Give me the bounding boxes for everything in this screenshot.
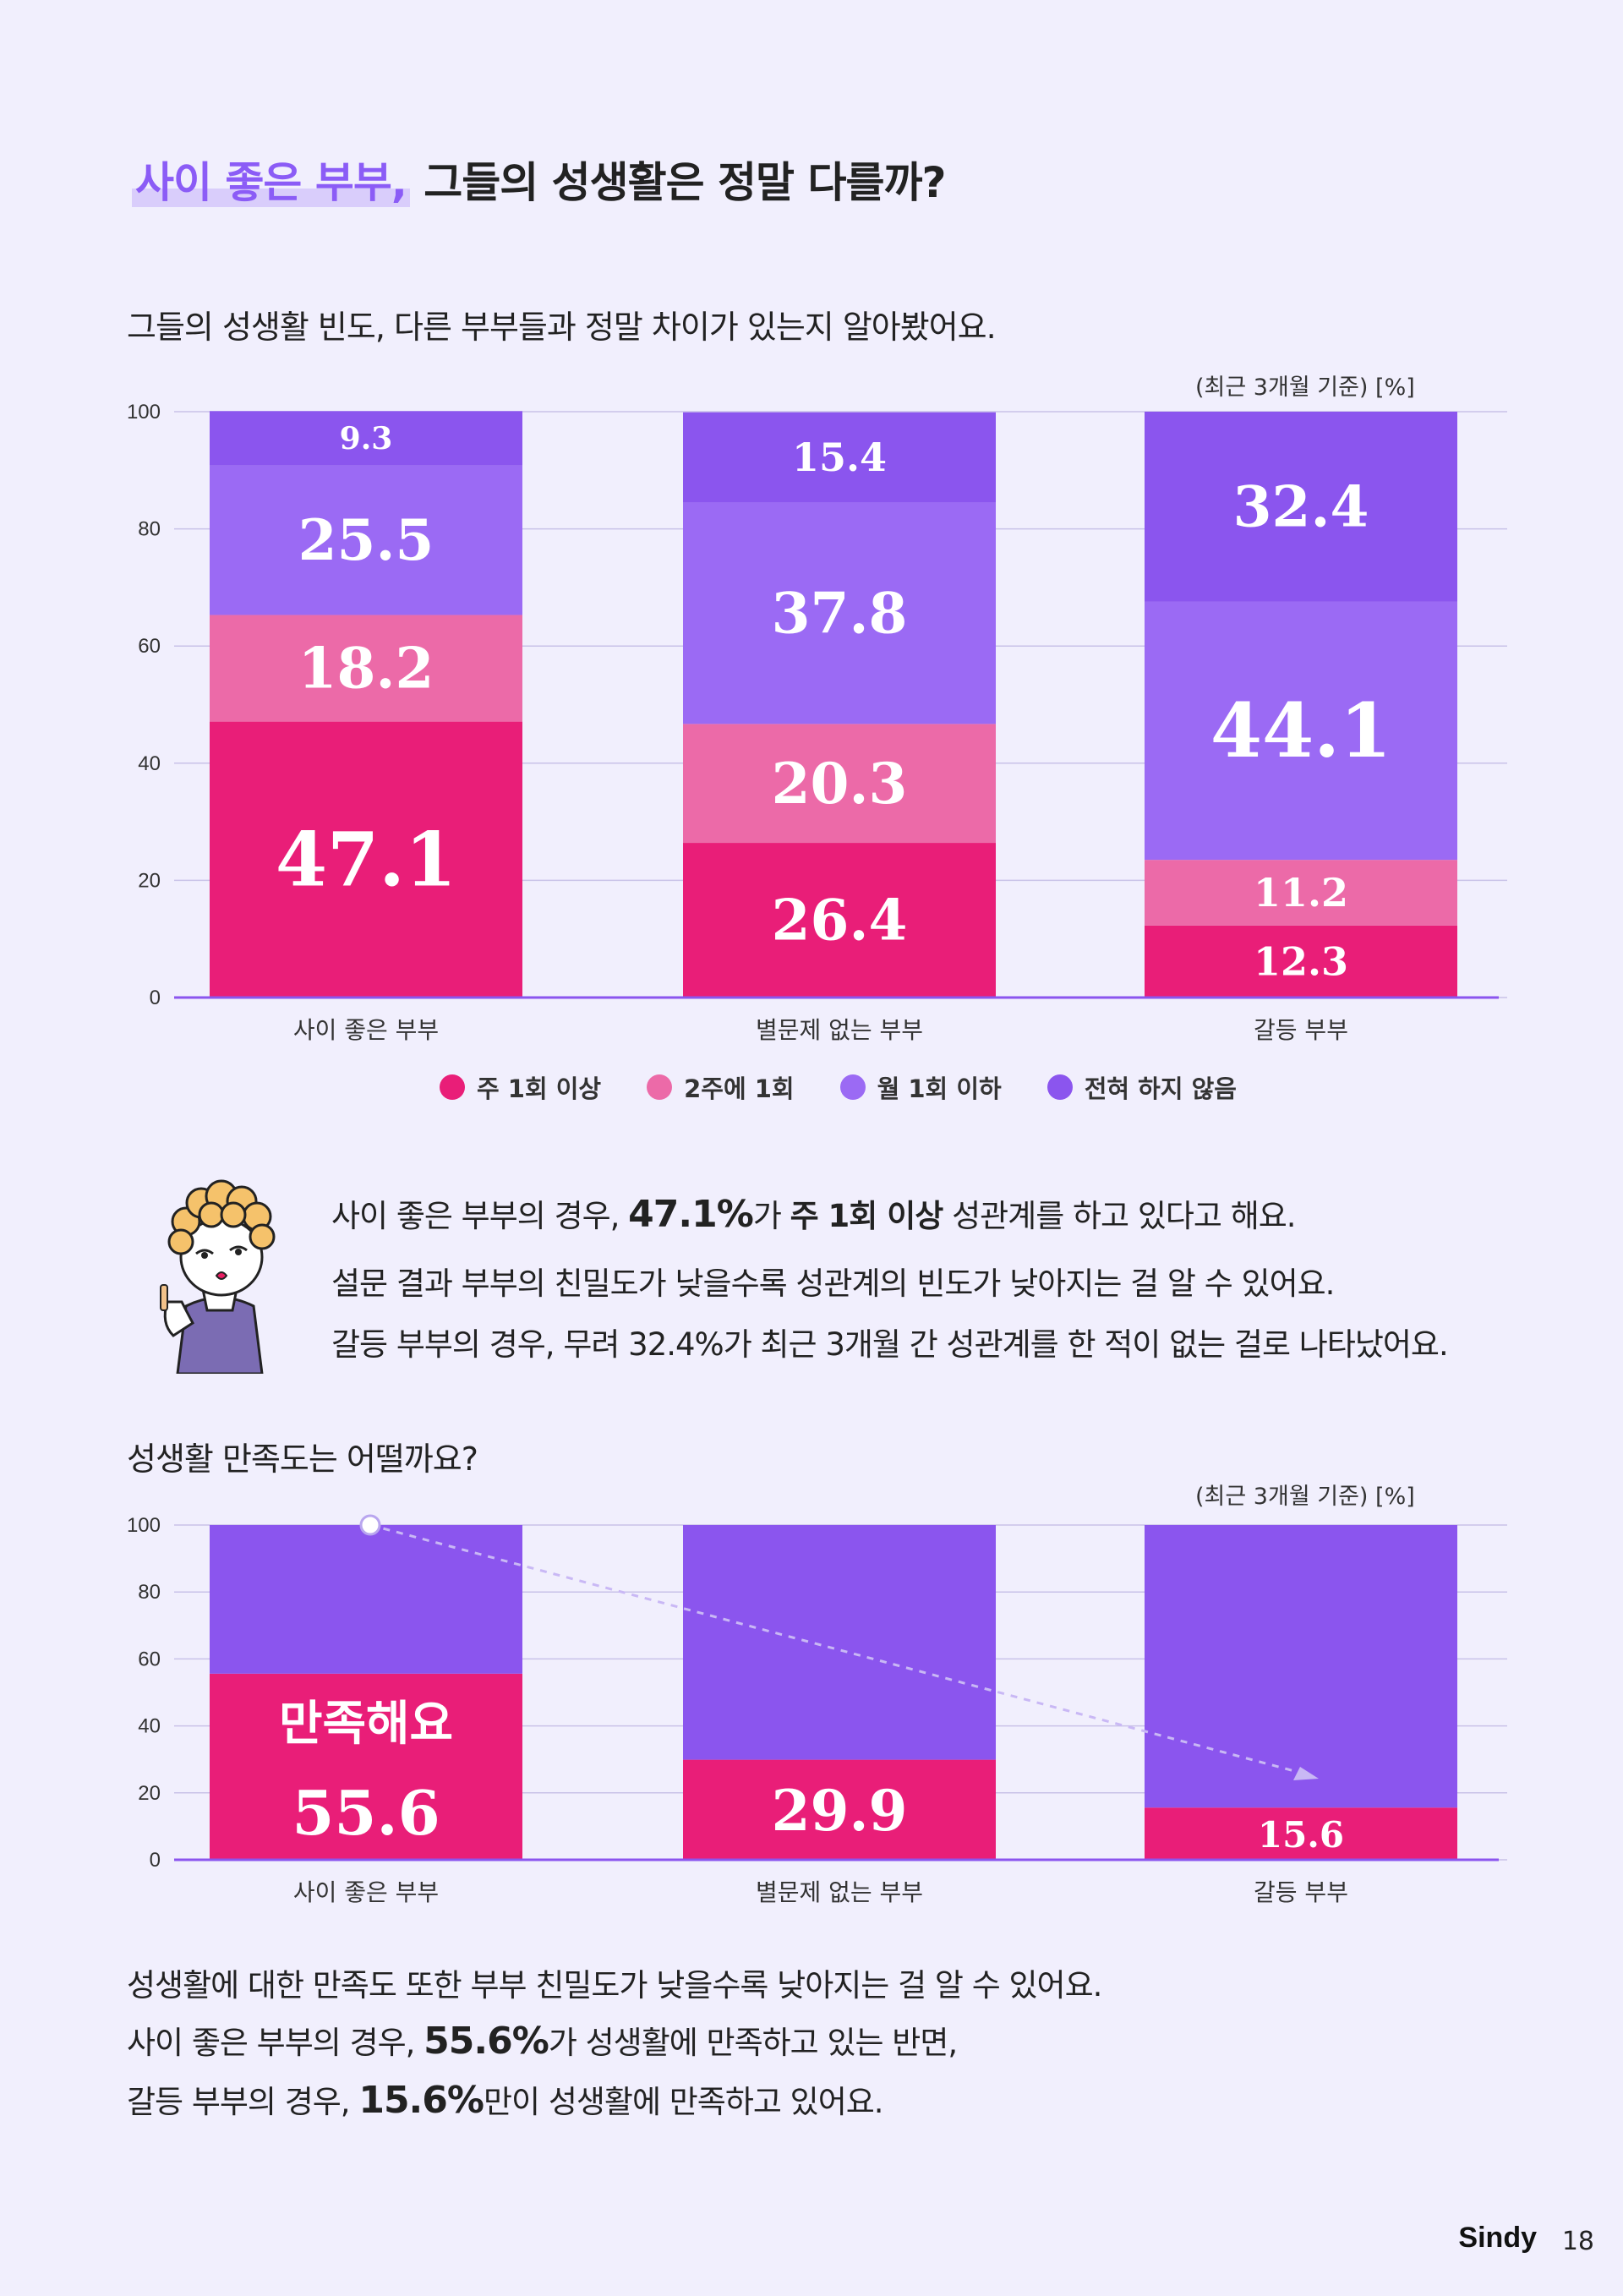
y-tick-label: 20 <box>138 869 161 892</box>
legend-item-monthly: 월 1회 이하 <box>839 1069 1002 1105</box>
bar-segment <box>683 502 996 724</box>
bottom-line-3-b: 15.6% <box>358 2079 484 2122</box>
bar-segment <box>683 843 996 998</box>
bar-value-label: 20.3 <box>772 751 908 817</box>
y-tick-label: 60 <box>138 635 161 658</box>
y-tick-label: 0 <box>150 987 161 1009</box>
trend-arrow-head <box>1293 1767 1319 1780</box>
x-category-label: 별문제 없는 부부 <box>756 1878 923 1906</box>
character-illustration <box>160 1179 276 1374</box>
y-tick-label: 20 <box>138 1782 161 1805</box>
bottom-line-2-b: 55.6% <box>424 2020 549 2063</box>
x-category-label: 사이 좋은 부부 <box>293 1878 439 1906</box>
x-category-label: 갈등 부부 <box>1254 1878 1348 1906</box>
bottom-line-3-a: 갈등 부부의 경우, <box>127 2084 359 2120</box>
satisfied-annotation: 만족해요 <box>279 1697 453 1752</box>
desc-line-1-d: 주 1회 이상 <box>790 1198 944 1234</box>
bottom-line-3-c: 만이 성생활에 만족하고 있어요. <box>483 2084 884 2120</box>
x-category-label: 사이 좋은 부부 <box>293 1016 439 1044</box>
bar-value-label: 44.1 <box>1210 686 1391 774</box>
y-tick-label: 80 <box>138 1581 161 1604</box>
bar-value-label: 25.5 <box>298 507 434 573</box>
satisfaction-stacked-bar-chart: 0 20 40 60 80 100 55.6 사이 좋은 부부 29.9 별문제 없는 부부 15.… <box>127 1514 1507 1906</box>
legend-dot-weekly <box>440 1074 465 1100</box>
bar-value-label: 18.2 <box>298 636 434 702</box>
desc-line-1-c: 가 <box>752 1198 790 1234</box>
bottom-line-2-a: 사이 좋은 부부의 경우, <box>127 2025 424 2061</box>
bar-value-label: 15.4 <box>792 435 887 480</box>
desc-line-1: 사이 좋은 부부의 경우, 47.1%가 주 1회 이상 성관계를 하고 있다고… <box>331 1190 1297 1236</box>
bar-segment <box>683 1759 996 1860</box>
trend-start-marker <box>359 1514 381 1536</box>
chart1-subtitle: 그들의 성생활 빈도, 다른 부부들과 정말 차이가 있는지 알아봤어요. <box>127 309 997 346</box>
y-tick-label: 40 <box>138 1715 161 1738</box>
brand-logo: Sindy <box>1458 2222 1537 2254</box>
legend-dot-never <box>1046 1074 1073 1100</box>
desc-line-3: 갈등 부부의 경우, 무려 32.4%가 최근 3개월 간 성관계를 한 적이 … <box>331 1326 1449 1363</box>
y-tick-label: 40 <box>138 752 161 775</box>
bar-value-label: 37.8 <box>772 580 908 646</box>
bar-segment <box>683 724 996 844</box>
bar-segment <box>1145 860 1457 926</box>
desc-line-2: 설문 결과 부부의 친밀도가 낮을수록 성관계의 빈도가 낮아지는 걸 알 수 … <box>331 1266 1335 1302</box>
y-tick-label: 100 <box>127 1514 161 1537</box>
desc-line-1-b: 47.1% <box>628 1193 754 1236</box>
bar-segment <box>210 1673 522 1860</box>
bottom-line-1: 성생활에 대한 만족도 또한 부부 친밀도가 낮을수록 낮아지는 걸 알 수 있… <box>127 1967 1102 2004</box>
title-rest: 그들의 성생활은 정말 다를까? <box>409 158 946 207</box>
bar-segment <box>210 465 522 615</box>
desc-line-1-a: 사이 좋은 부부의 경우, <box>331 1198 629 1234</box>
bar-segment <box>210 411 522 466</box>
legend-dot-biweekly <box>647 1074 673 1100</box>
section2-title: 성생활 만족도는 어떨까요? <box>127 1440 478 1478</box>
bar-value-label: 15.6 <box>1258 1814 1344 1856</box>
y-tick-label: 80 <box>138 518 161 541</box>
y-tick-label: 100 <box>127 401 161 424</box>
bar-segment <box>210 615 522 722</box>
x-category-label: 별문제 없는 부부 <box>756 1016 923 1044</box>
legend-label-never: 전혀 하지 않음 <box>1084 1074 1237 1103</box>
bar-value-label: 9.3 <box>340 421 393 456</box>
legend-label-weekly: 주 1회 이상 <box>477 1074 602 1103</box>
bar-value-label: 32.4 <box>1233 473 1369 539</box>
bar-segment <box>1145 1807 1457 1860</box>
bottom-line-2: 사이 좋은 부부의 경우, 55.6%가 성생활에 만족하고 있는 반면, <box>127 2017 958 2063</box>
x-category-label: 갈등 부부 <box>1254 1016 1348 1044</box>
y-tick-label: 0 <box>150 1849 161 1872</box>
chart1-note: (최근 3개월 기준) [%] <box>1195 374 1415 401</box>
bar-segment <box>683 1525 996 1760</box>
bar-segment <box>1145 412 1457 602</box>
y-tick-label: 60 <box>138 1648 161 1670</box>
bar-segment <box>210 721 522 998</box>
bar-segment <box>1145 1525 1457 1808</box>
bar-value-label: 26.4 <box>772 888 908 954</box>
bottom-line-3: 갈등 부부의 경우, 15.6%만이 성생활에 만족하고 있어요. <box>127 2076 884 2122</box>
page-number: 18 <box>1561 2227 1594 2256</box>
bar-value-label: 29.9 <box>772 1778 908 1844</box>
bar-value-label: 55.6 <box>292 1777 440 1849</box>
legend-label-monthly: 월 1회 이하 <box>877 1074 1002 1103</box>
bar-value-label: 12.3 <box>1254 938 1348 984</box>
legend-item-weekly: 주 1회 이상 <box>440 1069 601 1105</box>
bar-segment <box>210 1525 522 1674</box>
legend-label-biweekly: 2주에 1회 <box>684 1074 795 1103</box>
chart2-note: (최근 3개월 기준) [%] <box>1195 1484 1415 1510</box>
bar-value-label: 47.1 <box>276 816 456 904</box>
page-title: 사이 좋은 부부, 그들의 성생활은 정말 다를까? <box>132 149 946 210</box>
bar-value-label: 11.2 <box>1254 870 1348 916</box>
desc-line-1-e: 성관계를 하고 있다고 해요. <box>943 1198 1297 1234</box>
legend-item-biweekly: 2주에 1회 <box>647 1069 795 1105</box>
bar-segment <box>1145 601 1457 861</box>
legend-item-never: 전혀 하지 않음 <box>1046 1069 1237 1105</box>
frequency-stacked-bar-chart: 0 20 40 60 80 100 47.1 18.2 25.5 9.3 사이 좋은 부부 26.4 2… <box>127 401 1507 1044</box>
title-highlight: 사이 좋은 부부, <box>132 158 410 207</box>
bar-segment <box>683 412 996 503</box>
chart1-legend: 주 1회 이상 2주에 1회 월 1회 이하 전혀 하지 않음 <box>440 1069 1237 1105</box>
bar-segment <box>1145 925 1457 998</box>
legend-dot-monthly <box>839 1074 866 1100</box>
bottom-line-2-c: 가 성생활에 만족하고 있는 반면, <box>548 2025 958 2061</box>
